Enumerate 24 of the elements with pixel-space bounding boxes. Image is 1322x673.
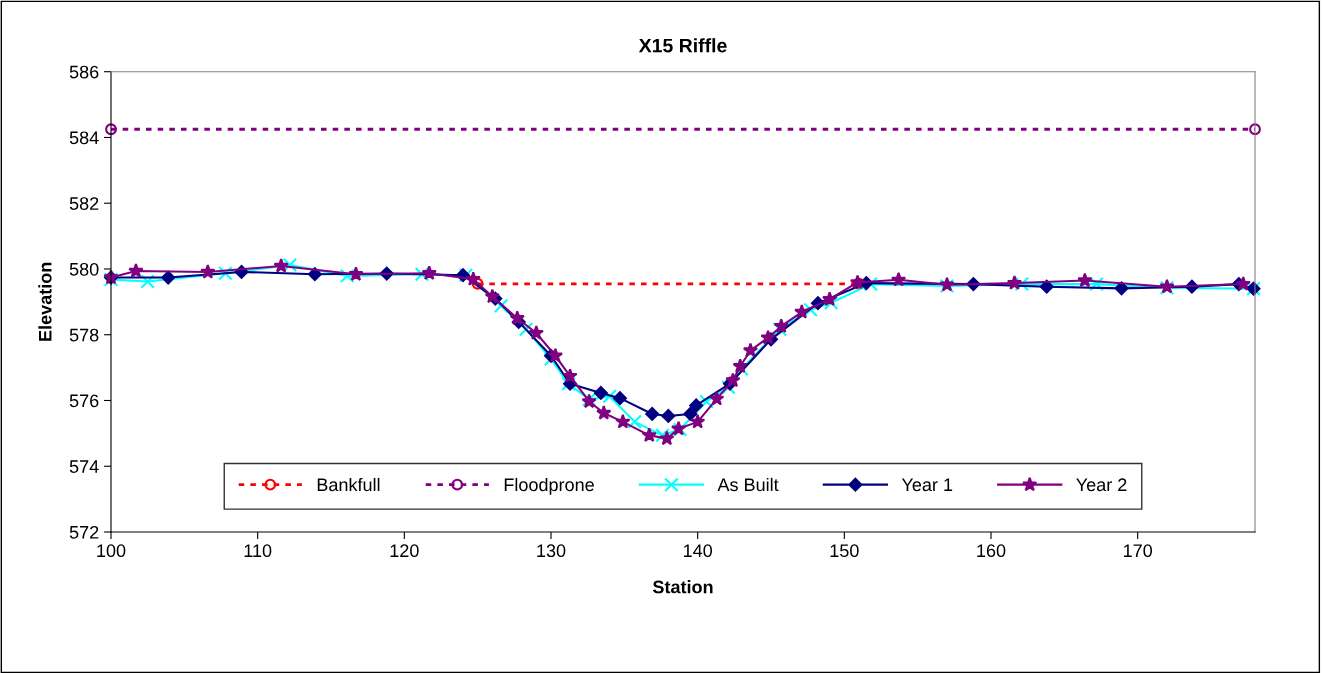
x-tick-label: 140 bbox=[683, 544, 713, 558]
x-tick-label: 100 bbox=[97, 544, 126, 558]
x-tick-label: 110 bbox=[244, 544, 272, 558]
x-tick-label: 130 bbox=[537, 544, 566, 558]
y-tick-label: 576 bbox=[69, 394, 99, 408]
x-axis-title: Station bbox=[652, 580, 713, 594]
x-tick-label: 150 bbox=[830, 544, 859, 558]
y-tick-label: 574 bbox=[69, 460, 99, 473]
y-axis-title: Elevation bbox=[38, 262, 52, 341]
legend-label: Year 2 bbox=[1076, 478, 1127, 492]
y-tick-label: 584 bbox=[69, 131, 99, 145]
y-tick-label: 578 bbox=[69, 328, 99, 342]
x-tick-label: 160 bbox=[977, 544, 1006, 558]
y-tick-label: 572 bbox=[69, 525, 99, 539]
x-tick-label: 120 bbox=[390, 544, 419, 558]
legend-label: As Built bbox=[717, 477, 779, 492]
legend-label: Year 1 bbox=[901, 478, 953, 492]
chart-title: X15 Riffle bbox=[638, 38, 727, 53]
legend-label: Bankfull bbox=[317, 477, 380, 492]
y-tick-label: 582 bbox=[69, 197, 99, 210]
legend-label: Floodprone bbox=[504, 477, 594, 495]
y-tick-label: 580 bbox=[69, 262, 99, 276]
y-tick-label: 586 bbox=[69, 65, 99, 79]
x-tick-label: 170 bbox=[1123, 544, 1153, 558]
